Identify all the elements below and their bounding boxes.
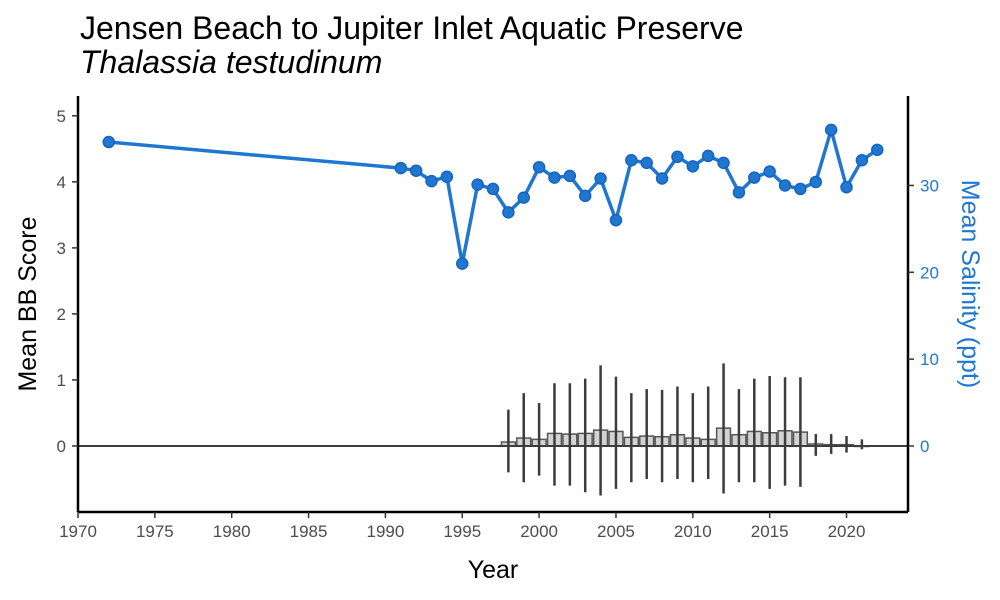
- salinity-point: [625, 154, 638, 167]
- x-tick-label: 1995: [443, 522, 481, 541]
- salinity-point: [563, 169, 577, 183]
- salinity-point: [502, 206, 515, 219]
- salinity-point: [517, 191, 530, 204]
- x-tick-label: 2015: [751, 522, 789, 541]
- salinity-point: [794, 182, 807, 196]
- salinity-points: [102, 123, 884, 270]
- bb-errorbars: [507, 363, 864, 496]
- y-right-tick-label: 0: [920, 437, 929, 456]
- salinity-point: [102, 135, 115, 149]
- chart-subtitle: Thalassia testudinum: [80, 44, 383, 80]
- y-right-tick-label: 20: [920, 263, 939, 282]
- y-left-tick-label: 5: [57, 107, 66, 126]
- salinity-point: [440, 170, 454, 184]
- salinity-point: [394, 161, 408, 175]
- salinity-point: [855, 154, 869, 167]
- salinity-point: [486, 182, 500, 196]
- salinity-point: [456, 257, 469, 270]
- x-tick-label: 1980: [213, 522, 251, 541]
- x-tick-label: 2000: [520, 522, 558, 541]
- y-right-tick-label: 10: [920, 350, 939, 369]
- salinity-point: [671, 150, 684, 164]
- x-axis-title: Year: [468, 556, 519, 584]
- x-tick-label: 2020: [828, 522, 866, 541]
- salinity-point: [748, 171, 761, 184]
- x-tick-label: 1990: [366, 522, 404, 541]
- salinity-point: [717, 156, 730, 170]
- axes: 0 1 2 3 4 5 0 10 20 30 1970 1975 1980 1985 1990 1995 200…: [57, 96, 939, 541]
- salinity-point: [655, 172, 669, 185]
- salinity-point: [532, 160, 546, 174]
- y-left-tick-label: 3: [57, 239, 66, 258]
- y-right-tick-label: 30: [920, 176, 939, 195]
- salinity-point: [578, 189, 592, 203]
- salinity-point: [871, 143, 884, 157]
- salinity-line: [108, 128, 879, 266]
- y-axis-right-title: Mean Salinity (ppt): [956, 180, 984, 388]
- salinity-point: [609, 213, 623, 227]
- salinity-point: [840, 180, 853, 194]
- x-tick-label: 1975: [136, 522, 174, 541]
- salinity-point: [594, 172, 607, 185]
- y-left-tick-label: 2: [57, 305, 66, 324]
- salinity-point: [763, 165, 776, 178]
- salinity-point: [425, 174, 438, 188]
- x-tick-label: 2010: [674, 522, 712, 541]
- y-axis-left-title: Mean BB Score: [14, 216, 42, 391]
- salinity-point: [809, 175, 823, 189]
- salinity-point: [732, 186, 746, 199]
- x-tick-label: 2005: [597, 522, 635, 541]
- salinity-point: [548, 171, 561, 184]
- salinity-point: [471, 178, 484, 191]
- x-tick-label: 1970: [59, 522, 97, 541]
- salinity-point: [701, 149, 715, 163]
- salinity-point: [686, 160, 700, 173]
- salinity-point: [778, 179, 792, 192]
- y-left-tick-label: 1: [57, 371, 66, 390]
- salinity-point: [409, 164, 423, 177]
- bb-bars: [500, 427, 870, 448]
- salinity-point: [640, 156, 653, 170]
- chart-title: Jensen Beach to Jupiter Inlet Aquatic Pr…: [80, 10, 744, 46]
- y-left-tick-label: 4: [57, 173, 66, 192]
- x-tick-label: 1985: [290, 522, 328, 541]
- salinity-point: [824, 123, 838, 137]
- y-left-tick-label: 0: [57, 437, 66, 456]
